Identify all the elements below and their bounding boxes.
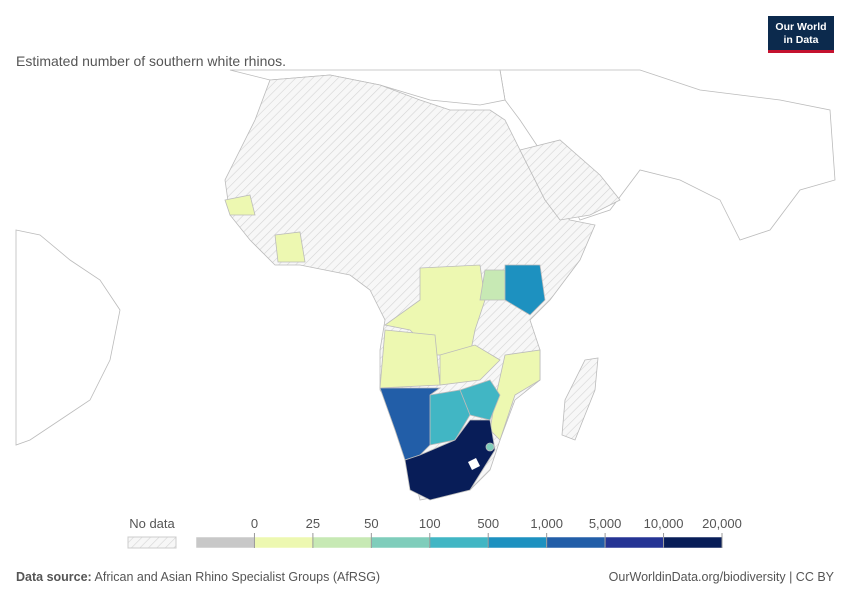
legend-swatch (604, 536, 664, 549)
legend-tick-label: 10,000 (644, 516, 684, 531)
source-text: African and Asian Rhino Specialist Group… (95, 570, 381, 584)
no-data-swatch (127, 536, 177, 549)
legend-tick-label: 50 (364, 516, 378, 531)
legend-tick-label: 20,000 (702, 516, 742, 531)
subtitle: Estimated number of southern white rhino… (16, 53, 286, 69)
legend-swatch (546, 536, 606, 549)
legend-swatch (195, 536, 255, 549)
legend-label: No data (129, 516, 175, 531)
legend-swatch (254, 536, 314, 549)
logo-bar (768, 50, 834, 53)
legend-swatch (487, 536, 547, 549)
legend-swatch (663, 536, 723, 549)
source: Data source: African and Asian Rhino Spe… (16, 570, 380, 584)
logo-box (768, 16, 834, 50)
legend-swatch (429, 536, 489, 549)
logo-text: in Data (783, 34, 818, 46)
legend-tick-label: 100 (419, 516, 441, 531)
logo-text: Our World (775, 21, 826, 33)
legend-swatch (312, 536, 372, 549)
legend-tick-label: 25 (306, 516, 320, 531)
legend-tick-label: 500 (477, 516, 499, 531)
legend-swatch (371, 536, 431, 549)
legend: No data 0 25 50 100 500 1,000 5,000 10,000 20,00… (127, 516, 742, 549)
source-label: Data source: (16, 570, 92, 584)
legend-tick-label: 1,000 (530, 516, 563, 531)
legend-tick-label: 0 (251, 516, 258, 531)
base-map (15, 69, 836, 501)
url: OurWorldinData.org/biodiversity | CC BY (609, 570, 835, 584)
legend-tick-label: 5,000 (589, 516, 622, 531)
